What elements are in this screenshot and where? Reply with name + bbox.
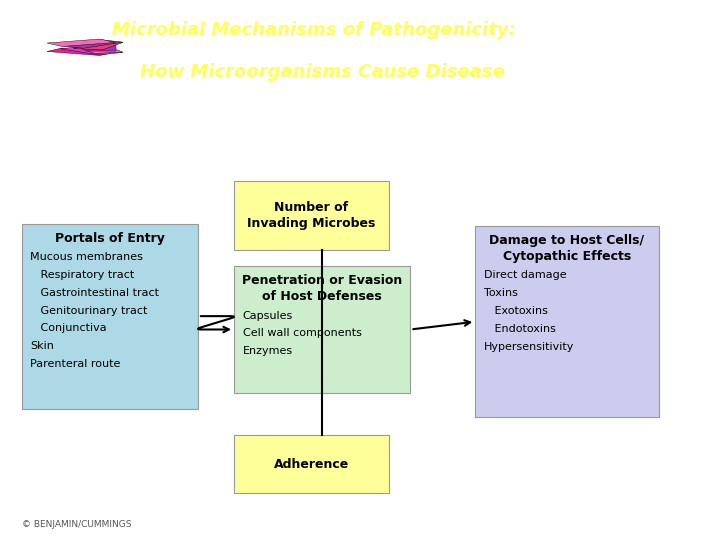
Text: Genitourinary tract: Genitourinary tract — [30, 306, 148, 316]
Text: Respiratory tract: Respiratory tract — [30, 270, 135, 280]
Text: Cell wall components: Cell wall components — [243, 328, 361, 339]
FancyBboxPatch shape — [234, 181, 389, 251]
Text: Parenteral route: Parenteral route — [30, 359, 121, 369]
Text: Portals of Entry: Portals of Entry — [55, 232, 165, 245]
FancyBboxPatch shape — [60, 39, 123, 48]
FancyBboxPatch shape — [22, 224, 198, 409]
FancyBboxPatch shape — [475, 226, 659, 417]
FancyBboxPatch shape — [73, 41, 123, 50]
Text: Exotoxins: Exotoxins — [484, 306, 548, 316]
Text: Skin: Skin — [30, 341, 54, 352]
Text: Direct damage: Direct damage — [484, 271, 567, 280]
Text: Mucous membranes: Mucous membranes — [30, 252, 143, 262]
FancyBboxPatch shape — [47, 39, 115, 46]
Text: Gastrointestinal tract: Gastrointestinal tract — [30, 288, 159, 298]
Text: Toxins: Toxins — [484, 288, 518, 298]
FancyBboxPatch shape — [86, 43, 116, 51]
Text: Penetration or Evasion
of Host Defenses: Penetration or Evasion of Host Defenses — [242, 274, 402, 303]
Text: Hypersensitivity: Hypersensitivity — [484, 342, 575, 352]
Text: Endotoxins: Endotoxins — [484, 324, 556, 334]
Text: Conjunctiva: Conjunctiva — [30, 323, 107, 334]
FancyBboxPatch shape — [73, 45, 123, 53]
FancyBboxPatch shape — [60, 46, 123, 55]
Text: Capsules: Capsules — [243, 310, 293, 321]
Text: Adherence: Adherence — [274, 458, 349, 471]
Text: Number of
Invading Microbes: Number of Invading Microbes — [247, 201, 376, 231]
FancyBboxPatch shape — [234, 266, 410, 393]
Text: © BENJAMIN/CUMMINGS: © BENJAMIN/CUMMINGS — [22, 520, 131, 529]
FancyBboxPatch shape — [234, 435, 389, 493]
Text: Damage to Host Cells/
Cytopathic Effects: Damage to Host Cells/ Cytopathic Effects — [490, 234, 644, 263]
FancyBboxPatch shape — [47, 48, 115, 56]
Text: Microbial Mechanisms of Pathogenicity:: Microbial Mechanisms of Pathogenicity: — [112, 21, 516, 39]
Text: Enzymes: Enzymes — [243, 346, 293, 356]
Text: How Microorganisms Cause Disease: How Microorganisms Cause Disease — [140, 63, 505, 81]
